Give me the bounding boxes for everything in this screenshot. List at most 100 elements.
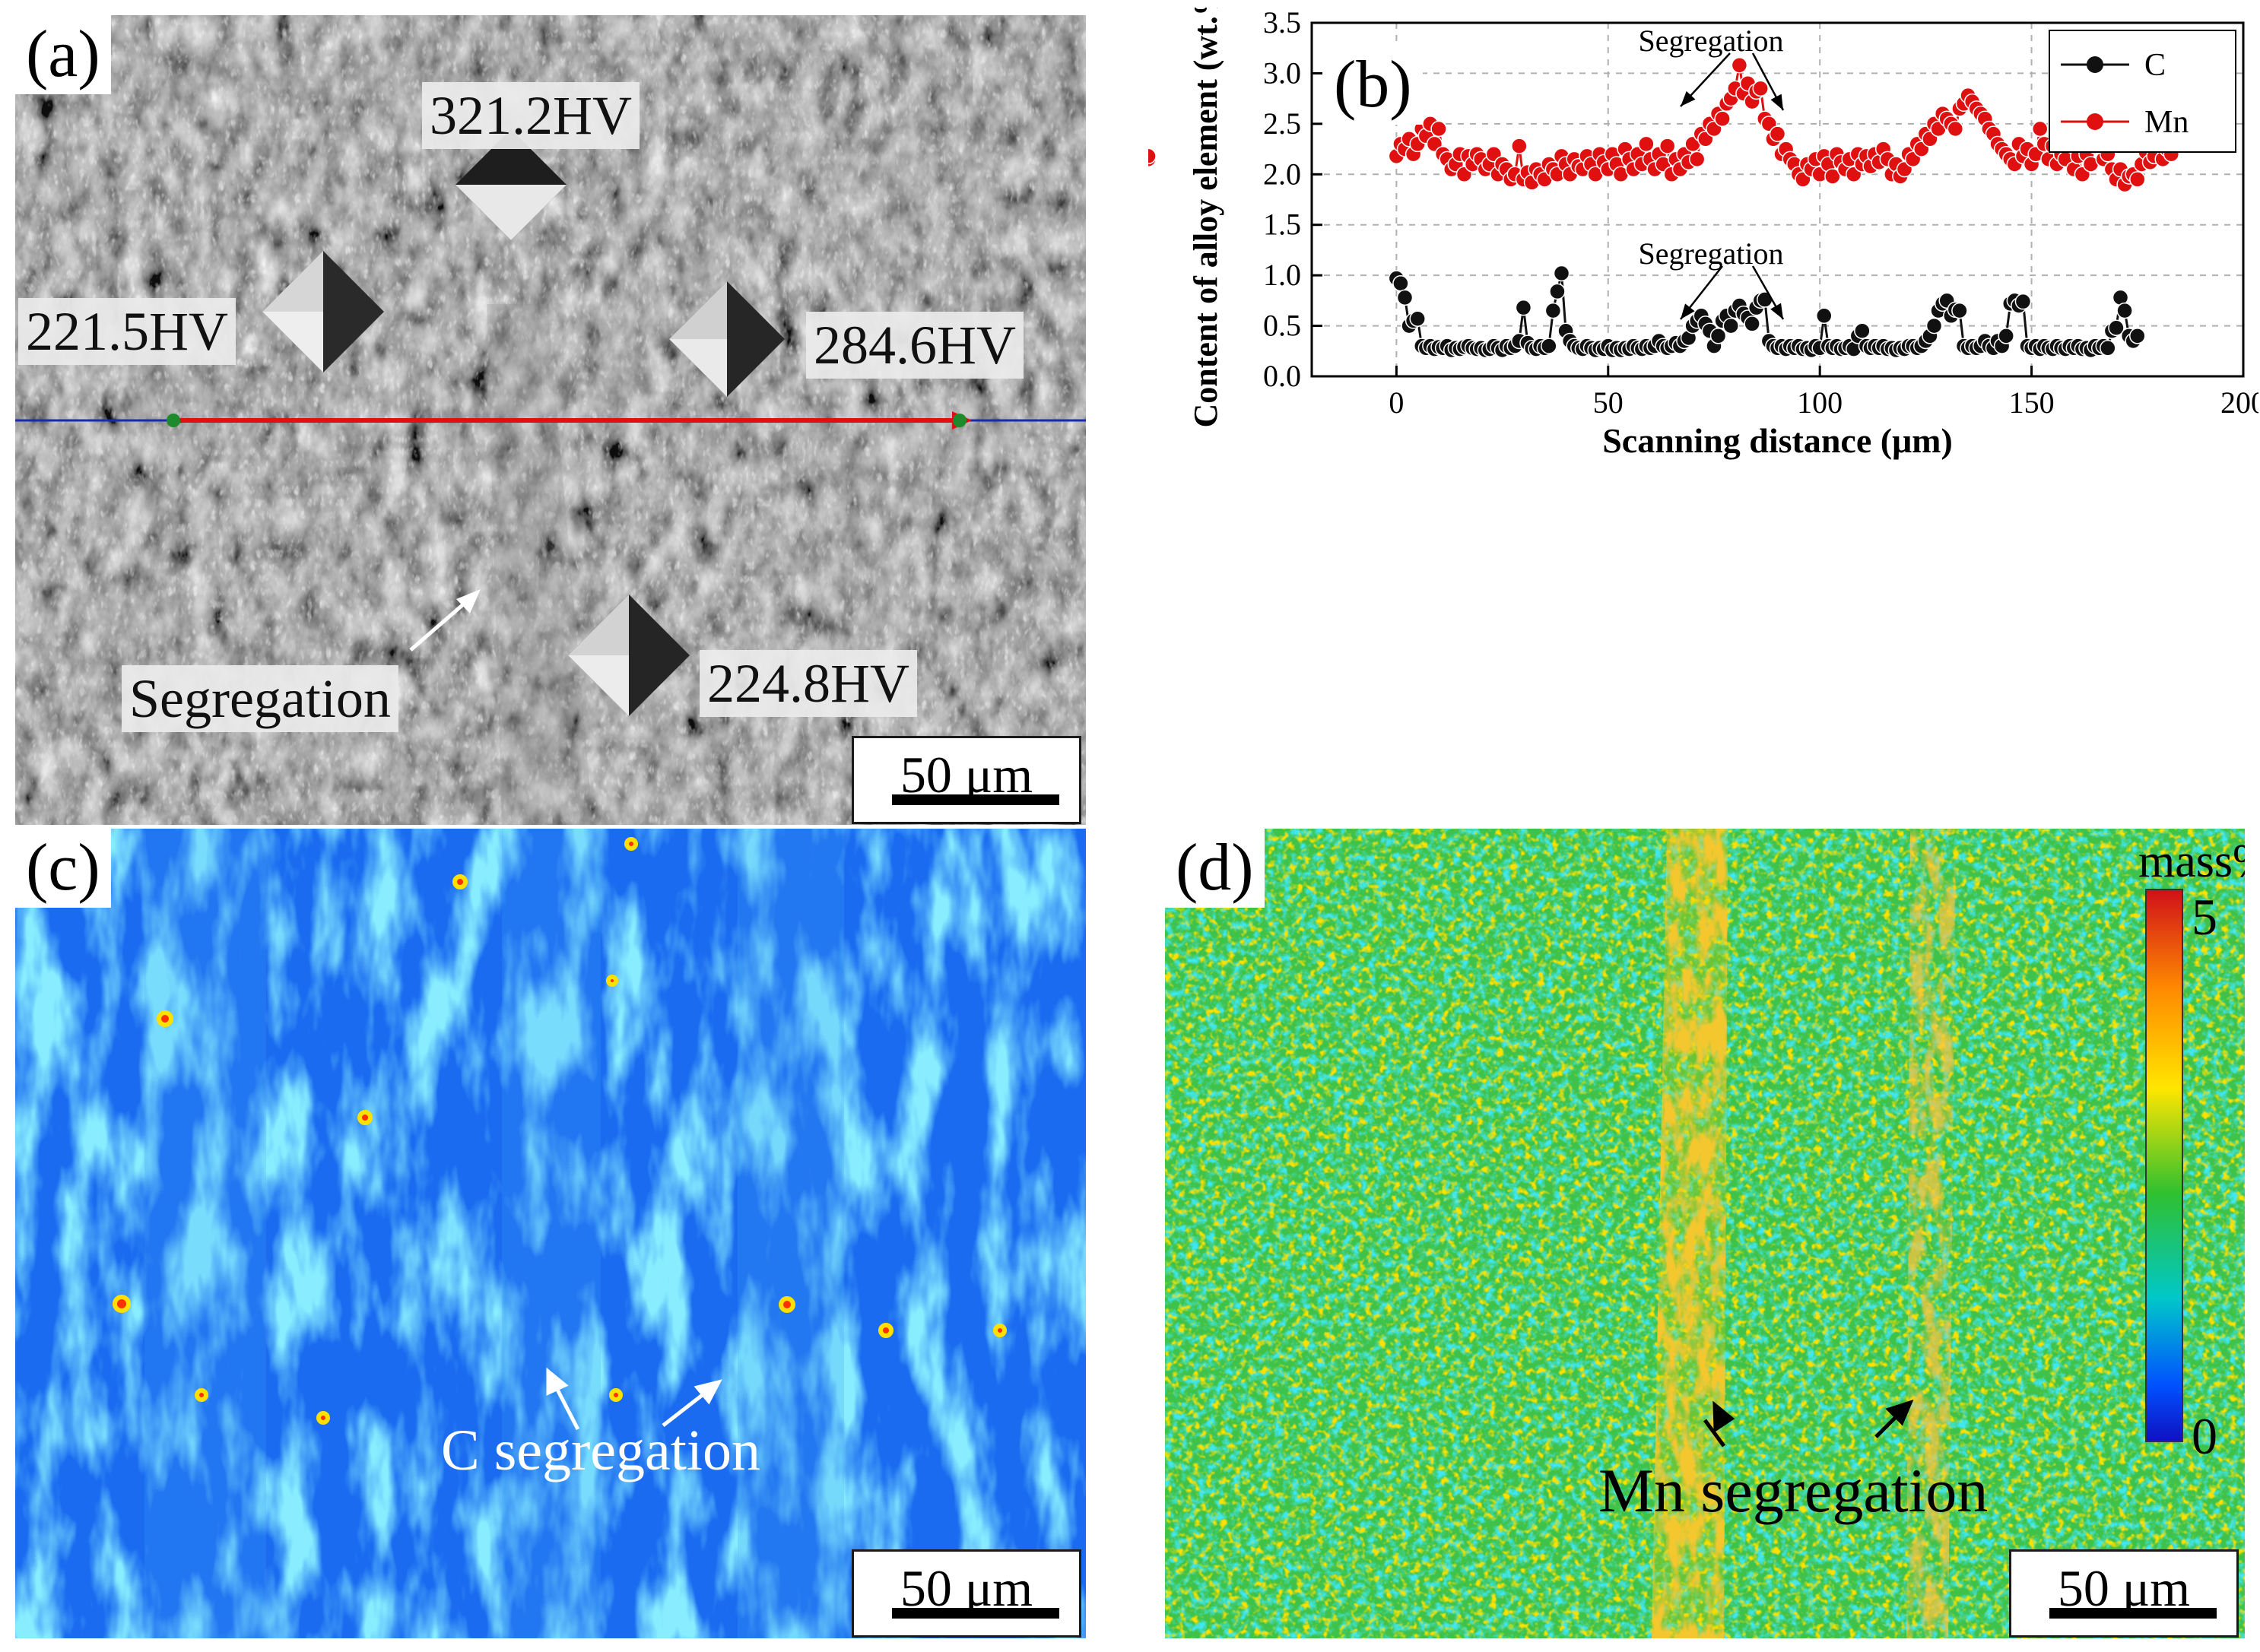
sem-micrograph — [15, 15, 1086, 825]
colorbar — [2145, 889, 2183, 1442]
data-point — [2129, 171, 2146, 188]
scale-bar-d: 50 μm — [2009, 1549, 2239, 1638]
data-point — [1769, 125, 1786, 142]
y-tick-label: 0.5 — [1263, 309, 1301, 343]
data-point — [1731, 57, 1748, 74]
y-tick-label: 3.5 — [1263, 8, 1301, 40]
hardness-321: 321.2HV — [422, 82, 640, 149]
mn-segregation-label: Mn segregation — [1598, 1456, 1989, 1525]
annotation-label: Segregation — [1638, 24, 1783, 58]
line-chart: 0 50 100 150 200 0.0 0.5 1.0 1.5 2.0 2.5 3.0 3.5 Scan… — [1148, 8, 2258, 460]
x-tick-label: 150 — [2009, 385, 2055, 420]
colorbar-title: mass% — [2138, 836, 2245, 887]
scale-bar-a: 50 μm — [852, 736, 1081, 824]
y-tick-label: 0.0 — [1263, 359, 1301, 393]
legend-box — [2049, 30, 2236, 153]
data-point — [2031, 120, 2049, 138]
y-tick-label: 1.5 — [1263, 208, 1301, 242]
x-tick-label: 200 — [2220, 385, 2258, 420]
x-tick-label: 0 — [1389, 385, 1404, 420]
plot-frame — [1310, 21, 2245, 378]
legend-label: Mn — [2144, 105, 2189, 140]
indent-284 — [669, 281, 785, 397]
segregation-label: Segregation — [122, 665, 398, 732]
data-point — [1951, 302, 1968, 319]
hardness-221: 221.5HV — [18, 298, 236, 365]
data-point — [1709, 328, 1727, 344]
panel-a-label: (a) — [15, 15, 111, 94]
data-point — [1430, 120, 1447, 138]
data-point — [1541, 338, 1557, 354]
data-point — [1925, 317, 1943, 335]
c-element-map — [15, 829, 1086, 1638]
y-tick-label: 3.0 — [1263, 55, 1301, 90]
data-point — [1409, 310, 1426, 328]
panel-b: 0 50 100 150 200 0.0 0.5 1.0 1.5 2.0 2.5 3.0 3.5 Scan… — [1148, 8, 2258, 829]
y-tick-label: 2.0 — [1263, 157, 1301, 191]
data-point — [2100, 340, 2116, 357]
data-point — [1148, 147, 1157, 165]
indent-321 — [455, 129, 567, 240]
data-point — [1854, 322, 1871, 339]
colorbar-max: 5 — [2192, 888, 2217, 946]
panel-c: (c) C segregation 50 μm — [15, 829, 1086, 1638]
annotation-arrowhead — [1770, 94, 1783, 110]
data-point — [1824, 168, 1841, 185]
panel-b-label: (b) — [1323, 46, 1423, 125]
data-point — [1816, 307, 1833, 325]
data-point — [1638, 135, 1655, 153]
panel-c-label: (c) — [15, 829, 111, 908]
series-C — [1388, 265, 2146, 359]
c-segregation-label: C segregation — [441, 1419, 761, 1482]
indent-221 — [262, 251, 384, 373]
hardness-284: 284.6HV — [806, 312, 1024, 379]
y-tick-label: 1.0 — [1263, 258, 1301, 292]
mn-element-map — [1165, 829, 2245, 1638]
data-point — [2014, 293, 2032, 310]
data-point — [1658, 138, 1676, 154]
colorbar-min: 0 — [2192, 1407, 2217, 1465]
data-point — [1549, 283, 1566, 300]
data-point — [2108, 319, 2125, 336]
data-point — [1511, 138, 1528, 154]
legend-marker — [2087, 56, 2103, 73]
data-point — [1688, 151, 1706, 168]
y-tick-label: 2.5 — [1263, 106, 1301, 141]
mn-segregation-bands — [1652, 829, 1956, 1638]
annotation-arrowhead — [1681, 90, 1696, 106]
annotation-arrowhead — [1770, 303, 1783, 319]
data-point — [1515, 299, 1532, 316]
data-point — [1947, 120, 1964, 138]
data-point — [2116, 302, 2133, 319]
data-point — [1722, 317, 1739, 335]
data-point — [1544, 302, 1562, 319]
panel-d-label: (d) — [1165, 829, 1265, 908]
scale-bar-c: 50 μm — [852, 1549, 1081, 1638]
data-point — [1757, 291, 1773, 308]
data-point — [1714, 110, 1731, 127]
legend: C Mn — [2049, 30, 2236, 153]
data-point — [1553, 265, 1570, 282]
legend-marker — [2087, 113, 2103, 130]
scale-bar-text: 50 μm — [900, 746, 1033, 804]
series-Mn — [1148, 57, 2180, 193]
y-axis-label: Content of alloy element (wt.%) — [1187, 8, 1224, 427]
data-point — [1998, 328, 2014, 344]
x-axis-label: Scanning distance (μm) — [1602, 421, 1953, 460]
scale-bar-text: 50 μm — [2057, 1559, 2191, 1617]
data-point — [1752, 80, 1769, 97]
legend-label: C — [2144, 48, 2166, 83]
data-point — [1396, 289, 1414, 306]
x-tick-label: 100 — [1797, 385, 1843, 420]
data-point — [1744, 315, 1760, 332]
hardness-224: 224.8HV — [700, 650, 917, 717]
data-point — [2129, 328, 2146, 344]
annotation-label: Segregation — [1638, 236, 1783, 271]
c-hotspots — [113, 837, 1007, 1425]
panel-a: (a) 321.2HV 221.5HV 284.6HV 224.8HV Segr… — [15, 15, 1086, 825]
data-point — [1392, 275, 1409, 292]
scale-bar-text: 50 μm — [900, 1559, 1033, 1617]
panel-d: (d) mass% 5 0 Mn segregation 50 μm — [1165, 829, 2245, 1638]
indent-224 — [568, 595, 690, 716]
annotation-arrowhead — [1681, 303, 1695, 319]
